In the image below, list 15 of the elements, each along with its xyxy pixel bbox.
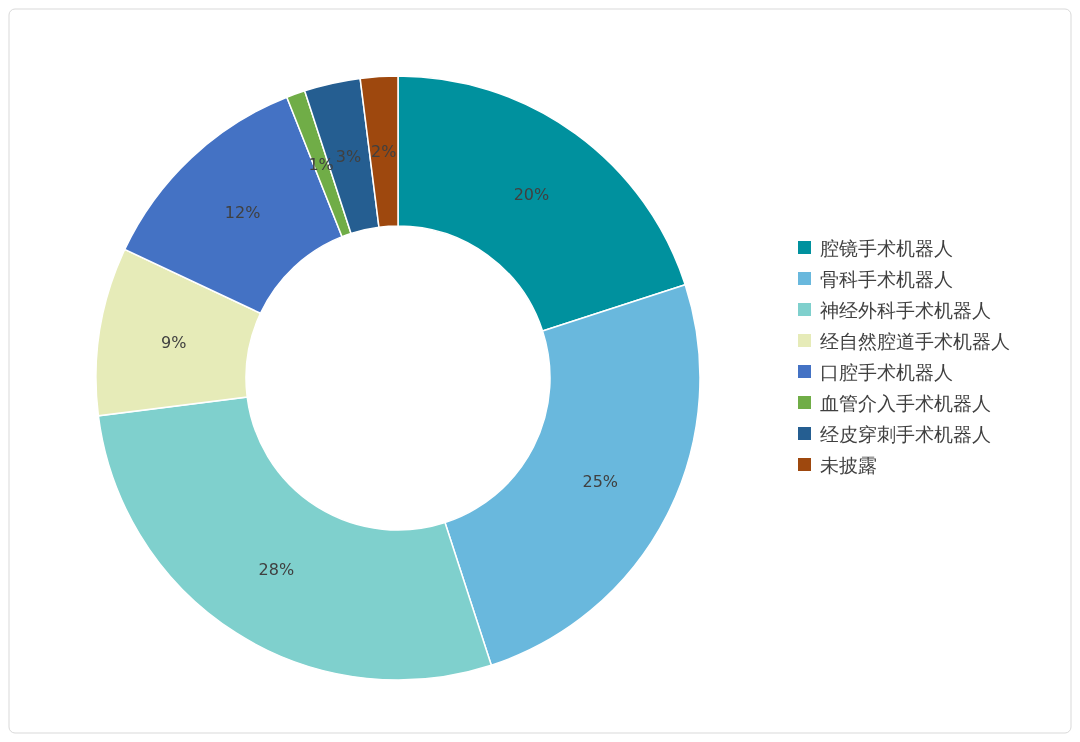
legend-label: 口腔手术机器人 [820, 360, 953, 383]
data-label: 25% [582, 471, 619, 491]
data-label: 12% [224, 203, 261, 223]
data-label: 2% [371, 142, 397, 162]
legend-label: 未披露 [820, 453, 877, 476]
legend-label: 经皮穿刺手术机器人 [820, 422, 991, 445]
data-label: 20% [513, 184, 550, 204]
legend-label: 腔镜手术机器人 [820, 236, 953, 259]
legend-label: 血管介入手术机器人 [820, 391, 991, 414]
legend-label: 经自然腔道手术机器人 [820, 329, 1010, 352]
data-label: 9% [161, 333, 187, 353]
legend-label: 骨科手术机器人 [820, 267, 953, 290]
data-label: 28% [258, 560, 295, 580]
legend-label: 神经外科手术机器人 [820, 298, 991, 321]
data-label: 3% [335, 147, 362, 167]
